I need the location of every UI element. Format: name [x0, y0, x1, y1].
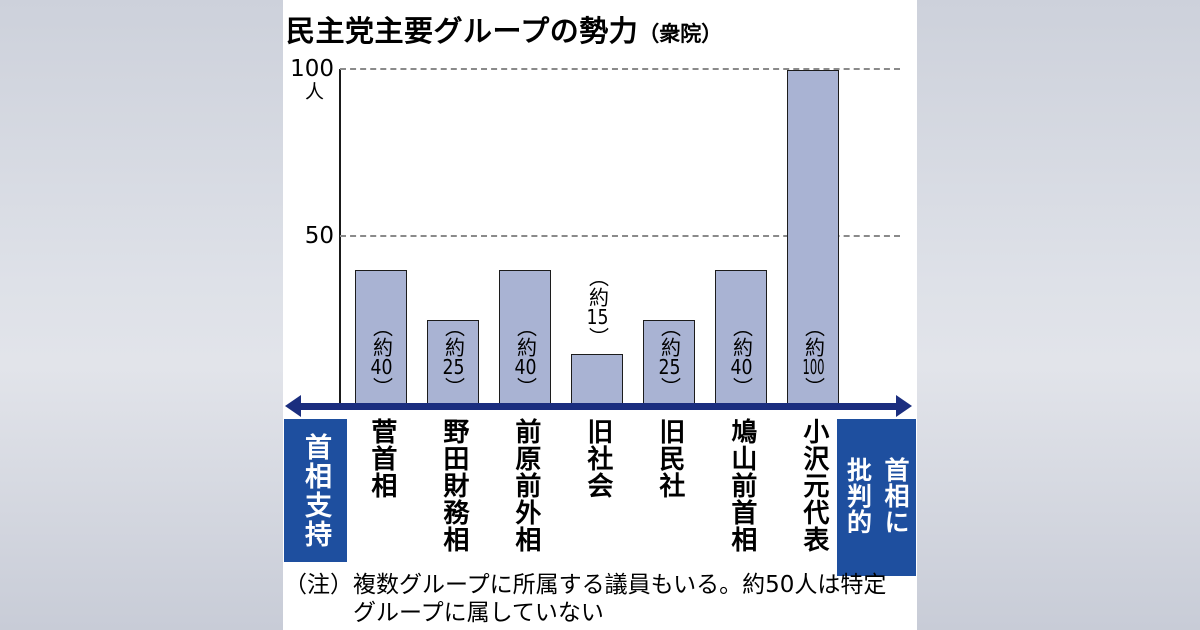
bar-6: （約40） [715, 270, 767, 404]
bars-layer: （約40） （約25） （約40） （約15） （約25） （約40） （約100） [283, 0, 917, 630]
bar-value-label: （約100） [801, 317, 826, 397]
y-axis-unit: 人 [304, 81, 324, 104]
category-label: 野田財務相 [438, 418, 469, 553]
axis-end-box-right: 首相に批判的 [837, 419, 916, 576]
chart-panel: 民主党主要グループの勢力（衆院） 100 人 50 （約40） （約25） （約40… [283, 0, 917, 630]
category-label: 旧社会 [582, 418, 613, 499]
axis-end-box-left: 首相支持 [284, 419, 347, 562]
footnote-line-1: 複数グループに所属する議員もいる。約50人は特定 [353, 572, 887, 598]
category-label: 前原前外相 [510, 418, 541, 553]
gridline-50 [340, 235, 900, 237]
bar-7: （約100） [787, 70, 839, 404]
chart-title-suffix: （衆院） [638, 22, 723, 46]
y-axis-label-100: 100 人 [285, 57, 334, 103]
category-label: 小沢元代表 [798, 418, 829, 553]
chart-title: 民主党主要グループの勢力 [286, 14, 639, 48]
bar-value-label: （約40） [729, 317, 754, 397]
bar-value-label: （約15） [585, 267, 610, 347]
gridline-100 [340, 68, 900, 70]
bar-value-label: （約40） [513, 317, 538, 397]
axis-end-label-left: 首相支持 [300, 432, 331, 549]
axis-end-label-right: 首相に批判的 [843, 456, 911, 535]
category-label: 菅首相 [366, 418, 397, 499]
bar-2: （約25） [427, 317, 479, 404]
y-axis-max-value: 100 [290, 56, 334, 82]
chart-title-row: 民主党主要グループの勢力（衆院） [286, 8, 722, 50]
category-label: 旧民社 [654, 418, 685, 499]
footnote-body: 複数グループに所属する議員もいる。約50人は特定 グループに属していない [353, 571, 886, 627]
bar-value-label: （約25） [657, 317, 682, 397]
footnote-line-2: グループに属していない [353, 600, 604, 627]
category-label: 鳩山前首相 [726, 418, 757, 553]
footnote: （注） 複数グループに所属する議員もいる。約50人は特定 グループに属していない [284, 571, 886, 627]
bar-3: （約40） [499, 270, 551, 404]
axis-arrow-line [297, 403, 901, 410]
category-labels-layer: 菅首相 野田財務相 前原前外相 旧社会 旧民社 鳩山前首相 小沢元代表 [283, 0, 917, 630]
bar-1: （約40） [355, 270, 407, 404]
y-axis-label-50: 50 [304, 223, 334, 249]
arrow-left-icon [285, 395, 301, 417]
bar-5: （約25） [643, 317, 695, 404]
arrow-right-icon [896, 395, 912, 417]
bar-value-label: （約40） [369, 317, 394, 397]
bar-value-label: （約25） [441, 317, 466, 397]
footnote-prefix: （注） [284, 572, 353, 598]
